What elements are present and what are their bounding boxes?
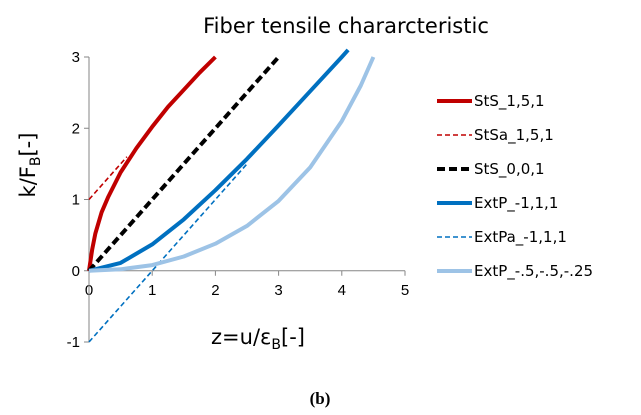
- y-tick-label: 1: [72, 192, 80, 209]
- y-axis-label: k/FB[-]: [16, 133, 44, 198]
- series-line-4: [88, 48, 350, 273]
- x-tick-label: 3: [274, 282, 282, 299]
- x-tick-label: 1: [148, 282, 156, 299]
- x-tick-label: 4: [338, 282, 346, 299]
- x-axis-label-symbol: ε: [260, 325, 271, 349]
- series-group: [87, 48, 376, 343]
- legend: StS_1,5,1 StSa_1,5,1 StS_0,0,1 ExtP_-1,1,1 E…: [437, 92, 593, 281]
- legend-label: StSa_1,5,1: [474, 126, 554, 145]
- y-axis-label-sub: B: [28, 157, 44, 167]
- legend-label: StS_1,5,1: [474, 92, 545, 111]
- x-tick-label: 5: [401, 282, 409, 299]
- legend-label: ExtP_-.5,-.5,-.25: [474, 262, 593, 281]
- y-tick-label: 2: [72, 120, 80, 137]
- legend-label: ExtPa_-1,1,1: [474, 228, 567, 247]
- legend-label: StS_0,0,1: [474, 160, 545, 179]
- y-tick-label: 3: [72, 49, 80, 66]
- y-ticks: -1 0 1 2 3: [67, 49, 89, 351]
- series-line-1: [87, 55, 217, 272]
- x-tick-label: 2: [211, 282, 219, 299]
- x-axis-label-main: z=u/: [211, 325, 261, 349]
- legend-label: ExtP_-1,1,1: [474, 194, 558, 213]
- y-tick-label: -1: [67, 334, 80, 351]
- series-line-2: [88, 156, 128, 201]
- axes: [88, 57, 405, 342]
- y-axis-label-main: k/F: [16, 166, 40, 197]
- y-tick-label: 0: [72, 263, 80, 280]
- x-axis-label-sub: B: [271, 337, 281, 353]
- x-axis-label: z=u/εB[-]: [211, 325, 305, 353]
- figure-caption: (b): [310, 389, 331, 408]
- series-line-6: [88, 56, 376, 273]
- y-axis-label-tail: [-]: [16, 133, 40, 157]
- chart-title: Fiber tensile chararcteristic: [203, 14, 489, 38]
- x-axis-label-tail: [-]: [281, 325, 305, 349]
